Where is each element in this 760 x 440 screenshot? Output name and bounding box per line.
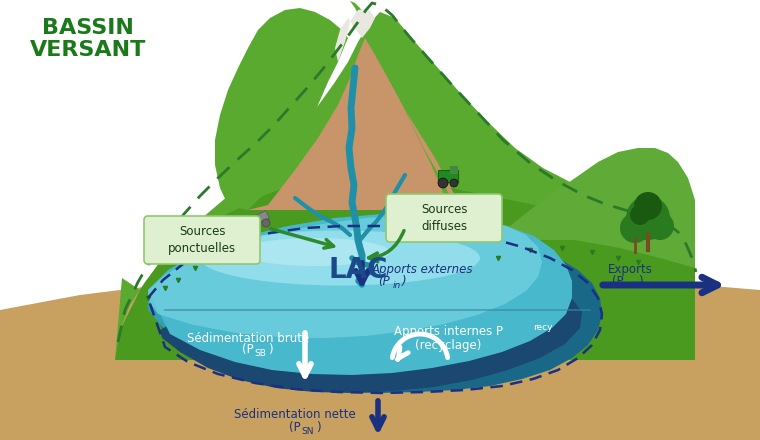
Ellipse shape xyxy=(200,231,480,286)
FancyBboxPatch shape xyxy=(386,194,502,242)
Polygon shape xyxy=(478,148,695,268)
Polygon shape xyxy=(160,262,582,393)
Polygon shape xyxy=(248,38,460,210)
Circle shape xyxy=(634,192,662,220)
Polygon shape xyxy=(0,268,760,440)
Circle shape xyxy=(450,179,458,187)
FancyBboxPatch shape xyxy=(144,216,260,264)
Circle shape xyxy=(646,212,674,240)
Text: Sédimentation brute: Sédimentation brute xyxy=(187,331,309,345)
Text: Sources
ponctuelles: Sources ponctuelles xyxy=(168,225,236,255)
Text: Apports internes P: Apports internes P xyxy=(394,326,502,338)
Text: SB: SB xyxy=(254,349,266,359)
Polygon shape xyxy=(350,1,465,215)
Polygon shape xyxy=(335,8,375,62)
Text: (P: (P xyxy=(612,275,624,289)
Polygon shape xyxy=(115,12,695,360)
Text: Exports: Exports xyxy=(608,264,653,276)
Polygon shape xyxy=(115,175,695,360)
Text: (P: (P xyxy=(242,344,254,356)
Polygon shape xyxy=(215,8,348,210)
Text: ): ) xyxy=(638,275,643,289)
Text: recy: recy xyxy=(533,323,553,333)
Ellipse shape xyxy=(240,238,390,266)
Text: BASSIN
VERSANT: BASSIN VERSANT xyxy=(30,18,146,60)
Circle shape xyxy=(262,219,270,227)
Text: ): ) xyxy=(402,275,407,289)
Text: (P: (P xyxy=(378,275,390,289)
Text: out: out xyxy=(626,282,641,290)
Bar xyxy=(438,170,458,182)
Polygon shape xyxy=(148,222,572,385)
Text: Apports externes: Apports externes xyxy=(372,264,473,276)
Text: ): ) xyxy=(268,344,272,356)
Text: Sédimentation nette: Sédimentation nette xyxy=(234,408,356,422)
Bar xyxy=(246,211,269,227)
Circle shape xyxy=(620,213,650,243)
Circle shape xyxy=(438,178,448,188)
Polygon shape xyxy=(148,226,602,393)
Text: Sources
diffuses: Sources diffuses xyxy=(421,203,467,233)
Circle shape xyxy=(630,205,650,225)
Circle shape xyxy=(626,196,670,240)
Text: SN: SN xyxy=(302,426,314,436)
Text: (recyclage): (recyclage) xyxy=(415,340,481,352)
Text: LAC: LAC xyxy=(328,256,388,284)
Bar xyxy=(450,166,458,174)
Text: in: in xyxy=(393,282,401,290)
Text: ): ) xyxy=(315,421,320,433)
Polygon shape xyxy=(148,214,572,375)
Text: (P: (P xyxy=(290,421,301,433)
Polygon shape xyxy=(148,215,542,338)
